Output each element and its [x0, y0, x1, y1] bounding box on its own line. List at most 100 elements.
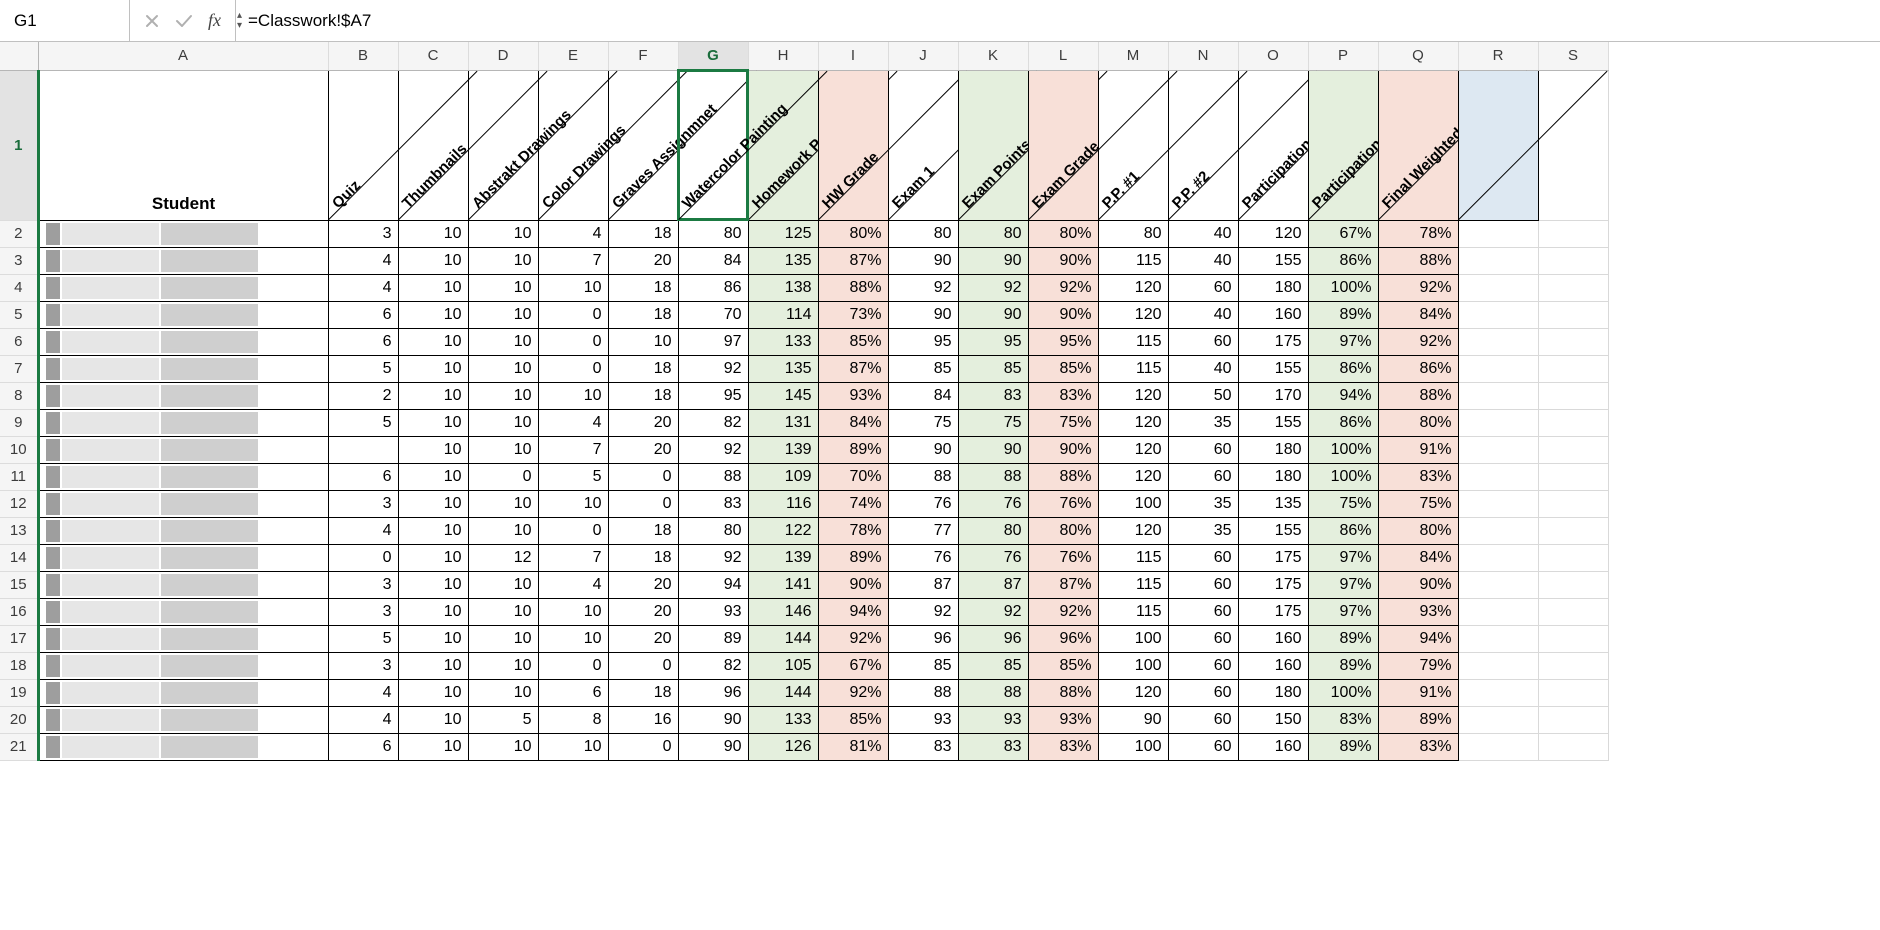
cell-O20[interactable]: 150: [1238, 706, 1308, 733]
cell-A9[interactable]: [38, 409, 328, 436]
cell-K14[interactable]: 76: [958, 544, 1028, 571]
cell-C15[interactable]: 10: [398, 571, 468, 598]
header-F[interactable]: Graves Assignmnet: [608, 70, 678, 220]
cell-R15[interactable]: [1458, 571, 1538, 598]
cell-E15[interactable]: 4: [538, 571, 608, 598]
row-header-14[interactable]: 14: [0, 544, 38, 571]
header-student[interactable]: Student: [38, 70, 328, 220]
cell-G5[interactable]: 70: [678, 301, 748, 328]
cell-J18[interactable]: 85: [888, 652, 958, 679]
cell-D12[interactable]: 10: [468, 490, 538, 517]
cell-G19[interactable]: 96: [678, 679, 748, 706]
cell-B15[interactable]: 3: [328, 571, 398, 598]
cell-M3[interactable]: 115: [1098, 247, 1168, 274]
row-header-16[interactable]: 16: [0, 598, 38, 625]
cell-I12[interactable]: 74%: [818, 490, 888, 517]
cell-J2[interactable]: 80: [888, 220, 958, 247]
cell-R8[interactable]: [1458, 382, 1538, 409]
header-I[interactable]: HW Grade: [818, 70, 888, 220]
cell-C18[interactable]: 10: [398, 652, 468, 679]
cell-I2[interactable]: 80%: [818, 220, 888, 247]
cell-D14[interactable]: 12: [468, 544, 538, 571]
cell-R18[interactable]: [1458, 652, 1538, 679]
cell-S1[interactable]: [1538, 70, 1608, 220]
cell-J14[interactable]: 76: [888, 544, 958, 571]
cell-K4[interactable]: 92: [958, 274, 1028, 301]
cell-E11[interactable]: 5: [538, 463, 608, 490]
cell-F20[interactable]: 16: [608, 706, 678, 733]
column-header-Q[interactable]: Q: [1378, 42, 1458, 70]
cell-I21[interactable]: 81%: [818, 733, 888, 760]
cell-K10[interactable]: 90: [958, 436, 1028, 463]
column-header-P[interactable]: P: [1308, 42, 1378, 70]
column-header-N[interactable]: N: [1168, 42, 1238, 70]
cell-E3[interactable]: 7: [538, 247, 608, 274]
cell-H4[interactable]: 138: [748, 274, 818, 301]
cell-C11[interactable]: 10: [398, 463, 468, 490]
cell-Q18[interactable]: 79%: [1378, 652, 1458, 679]
column-header-I[interactable]: I: [818, 42, 888, 70]
cell-M17[interactable]: 100: [1098, 625, 1168, 652]
cell-E17[interactable]: 10: [538, 625, 608, 652]
cell-R13[interactable]: [1458, 517, 1538, 544]
cell-F16[interactable]: 20: [608, 598, 678, 625]
cell-N6[interactable]: 60: [1168, 328, 1238, 355]
cell-P4[interactable]: 100%: [1308, 274, 1378, 301]
cell-G12[interactable]: 83: [678, 490, 748, 517]
cell-Q21[interactable]: 83%: [1378, 733, 1458, 760]
cell-N9[interactable]: 35: [1168, 409, 1238, 436]
cell-K5[interactable]: 90: [958, 301, 1028, 328]
cell-R4[interactable]: [1458, 274, 1538, 301]
cell-O12[interactable]: 135: [1238, 490, 1308, 517]
cell-D13[interactable]: 10: [468, 517, 538, 544]
column-header-J[interactable]: J: [888, 42, 958, 70]
column-header-C[interactable]: C: [398, 42, 468, 70]
cell-I11[interactable]: 70%: [818, 463, 888, 490]
cell-R11[interactable]: [1458, 463, 1538, 490]
cell-J13[interactable]: 77: [888, 517, 958, 544]
cell-I7[interactable]: 87%: [818, 355, 888, 382]
insert-function-icon[interactable]: fx: [208, 10, 221, 31]
cell-I3[interactable]: 87%: [818, 247, 888, 274]
cell-B13[interactable]: 4: [328, 517, 398, 544]
cell-H18[interactable]: 105: [748, 652, 818, 679]
cell-I17[interactable]: 92%: [818, 625, 888, 652]
cell-F2[interactable]: 18: [608, 220, 678, 247]
cell-S2[interactable]: [1538, 220, 1608, 247]
spreadsheet-grid[interactable]: ABCDEFGHIJKLMNOPQRS1StudentQuizThumbnail…: [0, 42, 1880, 761]
cell-L10[interactable]: 90%: [1028, 436, 1098, 463]
cell-A14[interactable]: [38, 544, 328, 571]
column-header-D[interactable]: D: [468, 42, 538, 70]
cell-F9[interactable]: 20: [608, 409, 678, 436]
cell-Q14[interactable]: 84%: [1378, 544, 1458, 571]
cell-P6[interactable]: 97%: [1308, 328, 1378, 355]
cell-F11[interactable]: 0: [608, 463, 678, 490]
cell-R2[interactable]: [1458, 220, 1538, 247]
cell-F21[interactable]: 0: [608, 733, 678, 760]
cell-B7[interactable]: 5: [328, 355, 398, 382]
cell-O14[interactable]: 175: [1238, 544, 1308, 571]
cell-Q10[interactable]: 91%: [1378, 436, 1458, 463]
cell-I4[interactable]: 88%: [818, 274, 888, 301]
cell-B11[interactable]: 6: [328, 463, 398, 490]
formula-input[interactable]: [236, 11, 1880, 31]
cell-K12[interactable]: 76: [958, 490, 1028, 517]
cell-I6[interactable]: 85%: [818, 328, 888, 355]
cell-L9[interactable]: 75%: [1028, 409, 1098, 436]
cell-P15[interactable]: 97%: [1308, 571, 1378, 598]
cell-L5[interactable]: 90%: [1028, 301, 1098, 328]
cell-O6[interactable]: 175: [1238, 328, 1308, 355]
cell-O17[interactable]: 160: [1238, 625, 1308, 652]
cell-G21[interactable]: 90: [678, 733, 748, 760]
cell-Q19[interactable]: 91%: [1378, 679, 1458, 706]
cell-G13[interactable]: 80: [678, 517, 748, 544]
cell-O5[interactable]: 160: [1238, 301, 1308, 328]
cell-D18[interactable]: 10: [468, 652, 538, 679]
cell-N19[interactable]: 60: [1168, 679, 1238, 706]
cell-R3[interactable]: [1458, 247, 1538, 274]
cell-A11[interactable]: [38, 463, 328, 490]
cell-Q6[interactable]: 92%: [1378, 328, 1458, 355]
header-P[interactable]: Participation Grade: [1308, 70, 1378, 220]
cell-O13[interactable]: 155: [1238, 517, 1308, 544]
cell-O9[interactable]: 155: [1238, 409, 1308, 436]
